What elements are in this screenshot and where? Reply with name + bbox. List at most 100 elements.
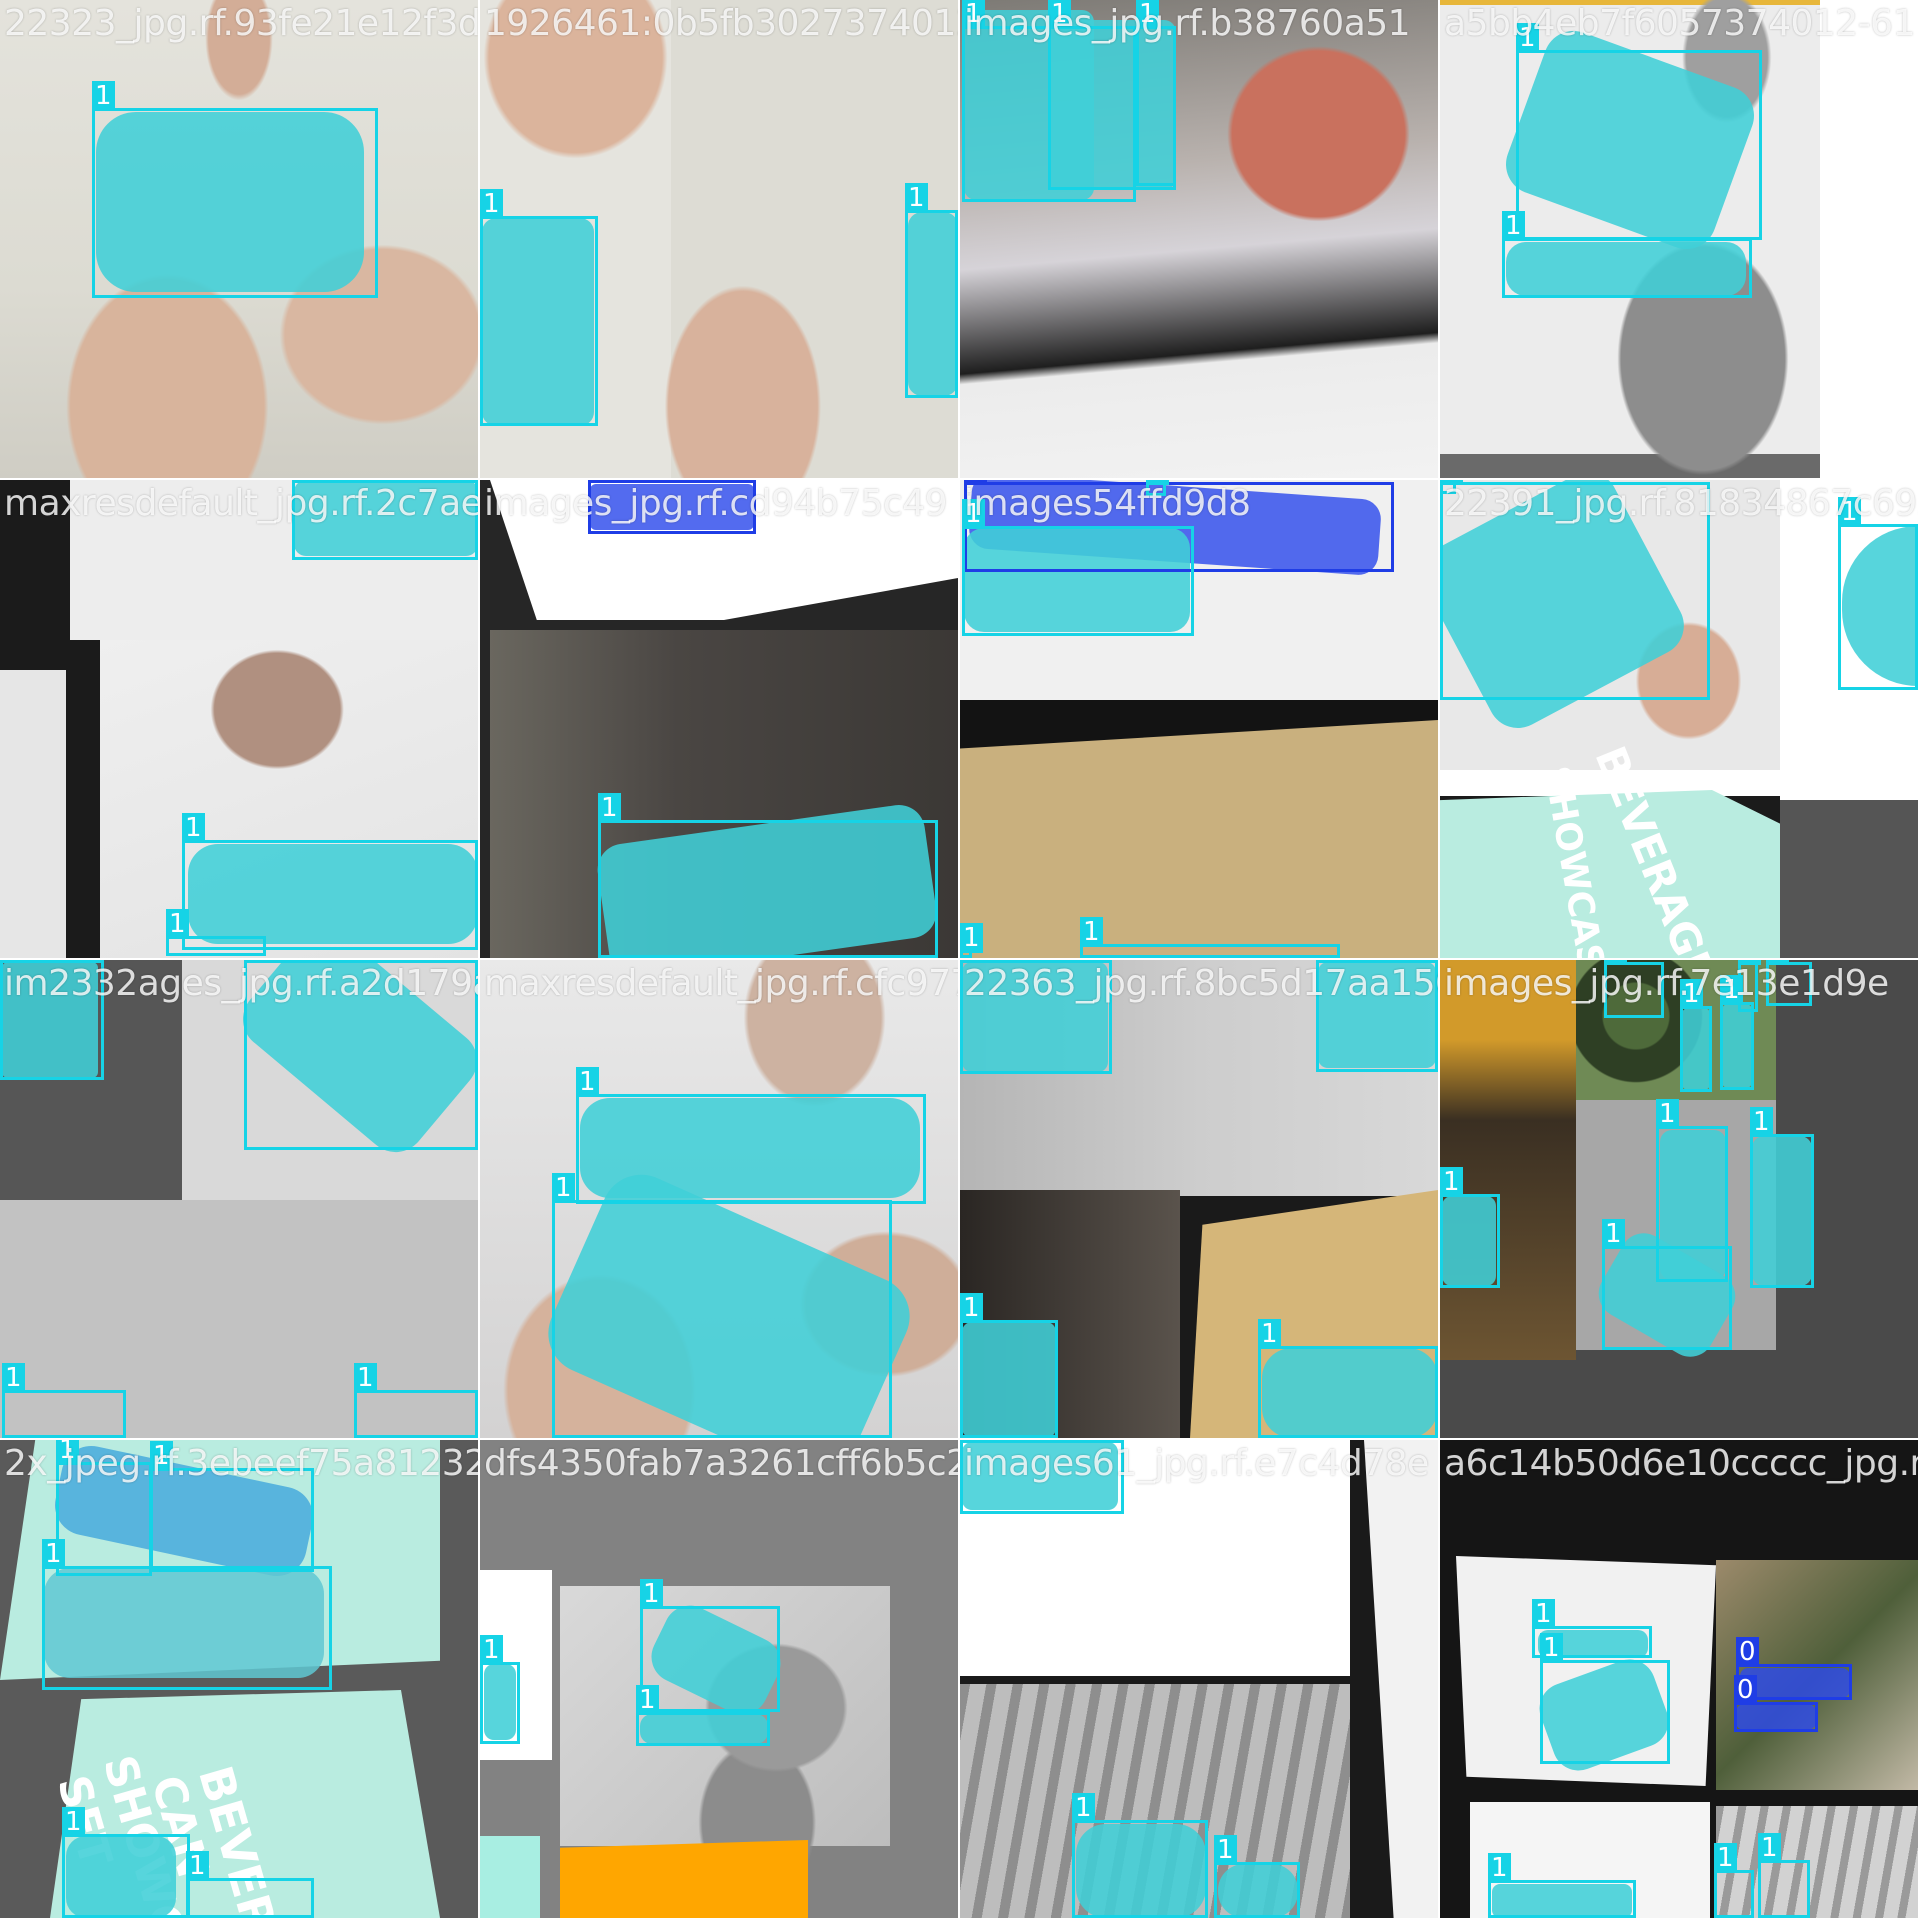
class-label: 1: [1766, 960, 1789, 965]
class-label: 1: [598, 793, 621, 823]
can-mask: [962, 1322, 1056, 1438]
class-label: 1: [962, 499, 985, 529]
class-label: 1: [1656, 1099, 1679, 1129]
class-label: 1: [1146, 480, 1169, 485]
image-filename: 22363_jpg.rf.8bc5d17aa150: [964, 963, 1438, 1004]
bbox-can: 1: [1136, 0, 1176, 186]
bbox-can: 1: [2, 1363, 126, 1438]
bbox-can: 1: [962, 499, 1194, 636]
bbox-can: 1: [1316, 960, 1438, 1072]
can-mask: [1506, 242, 1746, 296]
bbox-can: 1: [960, 960, 1112, 1074]
bbox-can: 1: [0, 960, 104, 1080]
class-label: 1: [1440, 1167, 1463, 1197]
bbox-can: 1: [636, 1685, 770, 1746]
class-label: 1: [2, 1363, 25, 1393]
can-mask: [1752, 1136, 1812, 1286]
bbox-can: 1: [576, 1067, 926, 1204]
class-label: 1: [960, 960, 983, 963]
bbox-can: 1: [1214, 1835, 1300, 1918]
bbox-can: 1: [1516, 23, 1762, 240]
bbox-can: 1: [1072, 1793, 1208, 1918]
class-label: 1: [1048, 0, 1071, 29]
image-filename: images_jpg.rf.cd94b75c49: [484, 483, 948, 524]
class-label: 1: [576, 1067, 599, 1097]
can-mask: [482, 218, 594, 426]
bbox-can: 1: [1602, 1219, 1732, 1350]
mosaic-tile: 1 1 1 images61_jpg.rf.e7c4d78e: [960, 1440, 1438, 1918]
can-mask: [188, 844, 478, 944]
class-label: 1: [1758, 1833, 1781, 1863]
mosaic-tile: 0 1 1 1 1 images54ffd9d8: [960, 480, 1438, 958]
image-filename: images_jpg.rf.b38760a51: [964, 3, 1411, 44]
can-mask: [44, 1568, 324, 1678]
class-label: 1: [1540, 1633, 1563, 1663]
photo-region: [1780, 800, 1918, 958]
can-mask: [1262, 1348, 1438, 1438]
image-filename: dfs4350fab7a3261cff6b5c2b: [484, 1443, 958, 1484]
bbox-can: 1: [186, 1851, 314, 1918]
beverage-card: [1440, 790, 1780, 958]
class-label: 1: [292, 480, 315, 483]
image-filename: images_jpg.rf.7e13e1d9e: [1444, 963, 1889, 1004]
class-label: 0: [1736, 1637, 1759, 1667]
class-label: 1: [480, 1635, 503, 1665]
can-mask: [1722, 1004, 1752, 1088]
bbox-can: 1: [960, 1293, 1058, 1438]
class-label: 1: [1136, 0, 1159, 29]
mosaic-tile: 1 1 1926461:0b5fb3027374012-61: [480, 0, 958, 478]
class-label: 1: [56, 1440, 79, 1465]
can-mask: [1442, 1196, 1496, 1286]
can-mask: [962, 962, 1108, 1072]
can-mask: [2, 962, 98, 1078]
bbox-can: 1: [905, 183, 958, 398]
bbox-can: 1: [1604, 960, 1664, 1018]
image-filename: 1926461:0b5fb3027374012-61: [484, 3, 958, 44]
can-mask: [66, 1836, 176, 1918]
class-label: 1: [1750, 1107, 1773, 1137]
class-label: 1: [962, 0, 985, 29]
class-label: 1: [150, 1441, 173, 1471]
class-label: 1: [244, 960, 267, 963]
mosaic-tile: 1 1 1 1 22363_jpg.rf.8bc5d17aa150: [960, 960, 1438, 1438]
bbox-can: 1: [1532, 1599, 1652, 1658]
can-mask: [1318, 962, 1436, 1068]
bbox-can: 1: [354, 1363, 478, 1438]
class-label: 1: [42, 1539, 65, 1569]
class-label: 1: [0, 960, 23, 963]
photo-region: [1440, 960, 1576, 1360]
can-mask: [964, 528, 1190, 632]
class-label: 1: [92, 81, 115, 111]
can-mask: [1492, 1884, 1632, 1918]
class-label: 1: [1720, 975, 1743, 1005]
can-mask: [962, 1442, 1118, 1510]
bbox-can: 1: [182, 813, 478, 950]
class-label: 1: [182, 813, 205, 843]
can-mask: [484, 1664, 516, 1740]
class-label: 1: [1214, 1835, 1237, 1865]
class-label: 1: [1258, 1319, 1281, 1349]
class-label: 1: [960, 1440, 983, 1443]
class-label: 1: [960, 1293, 983, 1323]
mosaic-tile: 1 1 1 1 1 1 1 1 1 images_jpg.rf.7e13e1d9…: [1440, 960, 1918, 1438]
bbox-can: 1: [244, 960, 478, 1150]
image-filename: images61_jpg.rf.e7c4d78e: [964, 1443, 1429, 1484]
can-mask: [908, 212, 958, 396]
bbox-can: 1: [1720, 975, 1754, 1090]
class-label: 1: [186, 1851, 209, 1881]
bbox-can: 1: [1540, 1633, 1670, 1764]
class-label: 1: [1532, 1599, 1555, 1629]
mosaic-tile: BEVERAGE CAN SHOWCASE SET 1 1 1 1 1 2x_j…: [0, 1440, 478, 1918]
class-label: 1: [1080, 917, 1103, 947]
photo-region: [0, 1200, 478, 1438]
class-label: 1: [480, 189, 503, 219]
class-label: 1: [1714, 1843, 1737, 1873]
bbox-can: 1: [1502, 211, 1752, 298]
bbox-can: 1: [292, 480, 478, 560]
mosaic-tile: 1 1 maxresdefault_jpg.rf.cfc977: [480, 960, 958, 1438]
bbox-can: 1: [150, 1441, 314, 1572]
class-label: 1: [905, 183, 928, 213]
class-label: 1: [636, 1685, 659, 1715]
class-label: 1: [1738, 960, 1761, 965]
class-label: 1: [552, 1173, 575, 1203]
